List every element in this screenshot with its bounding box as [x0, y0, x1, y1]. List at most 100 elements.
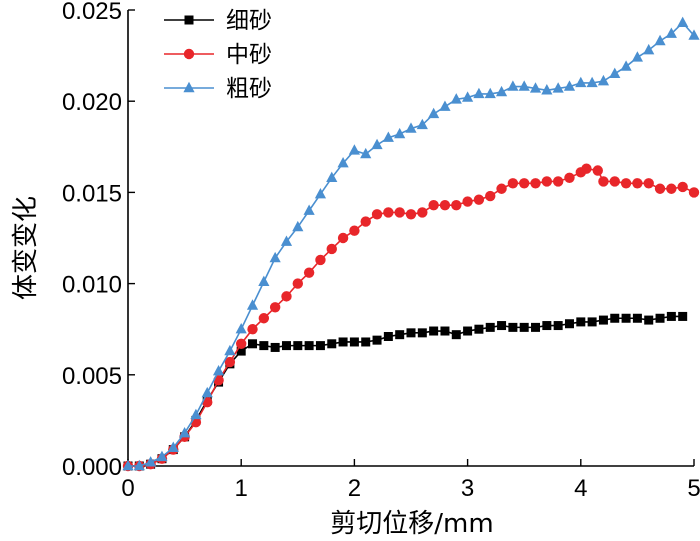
- data-point: [581, 163, 592, 174]
- series-triangle: [122, 16, 700, 471]
- data-point: [553, 321, 563, 331]
- data-point: [281, 341, 291, 351]
- data-point: [281, 291, 292, 302]
- y-tick-label: 0.025: [62, 0, 122, 25]
- data-point: [224, 344, 236, 356]
- data-point: [587, 317, 597, 327]
- series-layer: [122, 16, 700, 472]
- data-point: [383, 207, 394, 218]
- data-point: [190, 408, 202, 420]
- data-point: [417, 328, 427, 338]
- y-tick-label: 0.010: [62, 272, 122, 299]
- data-point: [406, 328, 416, 338]
- data-point: [416, 118, 428, 130]
- data-point: [654, 34, 666, 46]
- data-point: [372, 335, 382, 345]
- x-tick-label: 5: [687, 475, 700, 502]
- data-point: [530, 178, 541, 189]
- data-point: [394, 207, 405, 218]
- series-line: [128, 167, 695, 467]
- data-point: [495, 85, 508, 97]
- data-point: [610, 313, 620, 323]
- data-point: [688, 29, 700, 40]
- x-tick-label: 3: [461, 475, 474, 502]
- data-point: [247, 324, 258, 335]
- data-point: [677, 16, 689, 27]
- data-point: [655, 313, 665, 323]
- data-point: [451, 330, 461, 340]
- data-point: [508, 322, 518, 332]
- data-point: [529, 82, 542, 93]
- data-point: [654, 183, 666, 194]
- data-point: [609, 176, 620, 187]
- data-point: [518, 80, 530, 91]
- data-point: [576, 317, 586, 327]
- data-point: [473, 87, 485, 99]
- data-point: [688, 187, 700, 198]
- data-point: [592, 165, 603, 176]
- data-point: [337, 157, 349, 168]
- data-point: [598, 315, 608, 325]
- data-point: [349, 337, 359, 347]
- data-point: [371, 138, 383, 150]
- data-point: [167, 441, 179, 452]
- axes-layer: 0 1 2 3 4 5 0.000 0.005 0.010 0.015 0.020 0.025: [62, 0, 700, 502]
- data-point: [292, 278, 303, 289]
- data-point: [270, 342, 280, 352]
- data-point: [632, 313, 642, 323]
- data-point: [439, 199, 451, 211]
- data-point: [292, 220, 304, 232]
- data-point: [666, 311, 676, 321]
- data-point: [394, 127, 406, 139]
- data-point: [564, 319, 574, 329]
- data-point: [666, 183, 677, 194]
- data-point: [474, 324, 484, 334]
- y-axis-title: 体变变化: [11, 196, 41, 300]
- data-point: [497, 321, 507, 331]
- data-point: [314, 188, 327, 199]
- data-point: [450, 93, 462, 104]
- data-point: [552, 176, 564, 187]
- data-point: [439, 100, 451, 111]
- x-tick-label: 0: [121, 475, 134, 502]
- data-point: [315, 341, 325, 351]
- data-point: [677, 181, 688, 193]
- data-point: [303, 204, 315, 215]
- legend-label: 中砂: [226, 42, 272, 68]
- data-point: [531, 322, 541, 332]
- y-tick-label: 0.005: [62, 363, 122, 390]
- data-point: [236, 346, 246, 356]
- data-point: [563, 80, 576, 91]
- legend-marker: [184, 15, 194, 25]
- data-point: [326, 171, 338, 183]
- data-point: [473, 194, 485, 205]
- legend-item: 粗砂: [164, 76, 272, 102]
- data-point: [552, 82, 564, 93]
- data-point: [303, 267, 315, 278]
- y-tick-label: 0.020: [62, 89, 122, 116]
- data-point: [620, 60, 632, 71]
- data-point: [259, 341, 269, 351]
- legend-marker: [183, 48, 195, 60]
- data-point: [236, 338, 247, 349]
- data-point: [360, 147, 372, 159]
- data-point: [327, 339, 337, 349]
- data-point: [485, 190, 496, 202]
- data-point: [643, 178, 654, 189]
- x-axis-title: 剪切位移/mm: [330, 509, 493, 539]
- data-point: [383, 331, 393, 341]
- data-point: [382, 131, 394, 142]
- data-point: [122, 459, 134, 471]
- data-point: [462, 196, 473, 207]
- data-point: [405, 122, 417, 133]
- data-point: [586, 76, 598, 88]
- data-point: [631, 51, 643, 62]
- data-point: [235, 323, 247, 334]
- legend-marker: [183, 81, 195, 93]
- legend-label: 粗砂: [226, 76, 272, 102]
- data-point: [361, 337, 371, 347]
- data-point: [541, 84, 553, 95]
- data-point: [507, 178, 519, 189]
- data-point: [519, 322, 529, 332]
